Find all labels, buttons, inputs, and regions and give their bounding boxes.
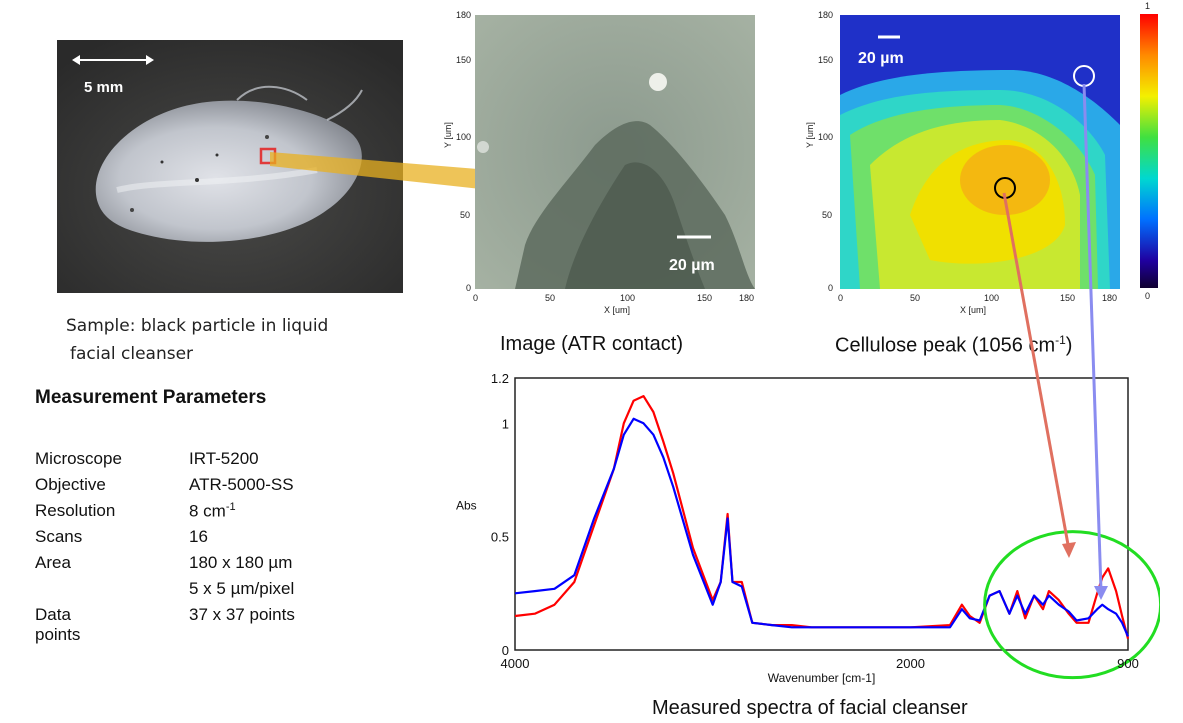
map-y-tick: 150	[818, 55, 834, 65]
map-y-tick: 50	[822, 210, 833, 220]
photo-scale-label: 5 mm	[84, 79, 124, 96]
x-axis-label: Wavenumber [cm-1]	[768, 671, 876, 685]
photo-caption-line2: facial cleanser	[70, 344, 194, 364]
colorbar	[1140, 14, 1158, 288]
highlight-ellipse	[983, 530, 1160, 680]
parameter-name: Data points	[35, 605, 81, 644]
atr-scale-label: 20 µm	[669, 257, 715, 274]
parameter-value: 5 x 5 µm/pixel	[189, 579, 295, 598]
colorbar-min-label: 0	[1145, 291, 1151, 301]
parameters-heading: Measurement Parameters	[35, 387, 267, 408]
y-tick-label: 1	[502, 416, 509, 431]
photo-caption-line1: Sample: black particle in liquid	[66, 316, 329, 336]
atr-y-tick: 100	[456, 132, 472, 142]
x-tick-label: 4000	[501, 656, 530, 671]
map-caption: Cellulose peak (1056 cm-1)	[835, 333, 1073, 357]
atr-x-tick: 100	[620, 293, 636, 303]
atr-x-tick: 50	[545, 293, 556, 303]
parameter-value: IRT-5200	[189, 449, 259, 468]
colorbar-max-label: 1	[1145, 1, 1151, 11]
y-tick-label: 0.5	[491, 530, 509, 545]
cellulose-map-picture	[840, 15, 1120, 289]
atr-image	[475, 15, 755, 289]
plot-frame	[514, 377, 1129, 651]
parameters-table: Microscope IRT-5200 Objective ATR-5000-S…	[35, 449, 365, 644]
map-y-axis-label: Y [um]	[805, 122, 815, 148]
map-x-axis-label: X [um]	[960, 305, 987, 315]
x-tick-label: 2000	[896, 656, 925, 671]
parameter-value: 37 x 37 points	[189, 605, 295, 624]
map-y-tick: 180	[818, 10, 834, 20]
parameter-name: Scans	[35, 527, 83, 546]
y-axis-label: Abs	[456, 498, 477, 512]
atr-y-tick: 50	[460, 210, 471, 220]
atr-x-tick: 0	[473, 293, 479, 303]
map-x-tick: 150	[1060, 293, 1076, 303]
parameter-name: Resolution	[35, 501, 116, 520]
atr-y-tick: 150	[456, 55, 472, 65]
y-tick-label: 0	[502, 643, 509, 658]
map-y-tick: 0	[828, 283, 834, 293]
atr-y-tick: 0	[466, 283, 472, 293]
parameter-value: 8 cm-1	[189, 501, 236, 521]
atr-x-axis-label: X [um]	[604, 305, 631, 315]
spectrum-chart: 0 0.5 1 1.2 4000 2000 900 Wavenumber [cm-1] Abs	[456, 371, 1160, 685]
atr-y-tick: 180	[456, 10, 472, 20]
atr-y-axis-label: Y [um]	[443, 122, 453, 148]
photo-scale-bar	[72, 55, 154, 65]
atr-caption: Image (ATR contact)	[500, 333, 684, 355]
x-tick-label: 900	[1117, 656, 1139, 671]
map-x-tick: 180	[1102, 293, 1118, 303]
atr-x-tick: 150	[697, 293, 713, 303]
map-y-tick: 100	[818, 132, 834, 142]
atr-x-tick: 180	[739, 293, 755, 303]
parameter-name: Microscope	[35, 449, 122, 468]
parameter-value: 16	[189, 527, 208, 546]
zoom-arrow	[270, 152, 538, 208]
series-line	[514, 417, 1130, 637]
y-tick-label: 1.2	[491, 371, 509, 386]
parameter-name: Area	[35, 553, 71, 572]
map-x-tick: 50	[910, 293, 921, 303]
atr-image-picture	[475, 15, 755, 289]
parameter-value: 180 x 180 µm	[189, 553, 293, 572]
map-x-tick: 100	[984, 293, 1000, 303]
map-scale-label: 20 µm	[858, 50, 904, 67]
cellulose-map	[840, 15, 1120, 289]
map-x-tick: 0	[838, 293, 844, 303]
parameter-name: Objective	[35, 475, 106, 494]
map-to-spectrum-arrows	[1002, 83, 1108, 600]
parameter-value: ATR-5000-SS	[189, 475, 294, 494]
spectrum-caption: Measured spectra of facial cleanser	[652, 697, 968, 719]
